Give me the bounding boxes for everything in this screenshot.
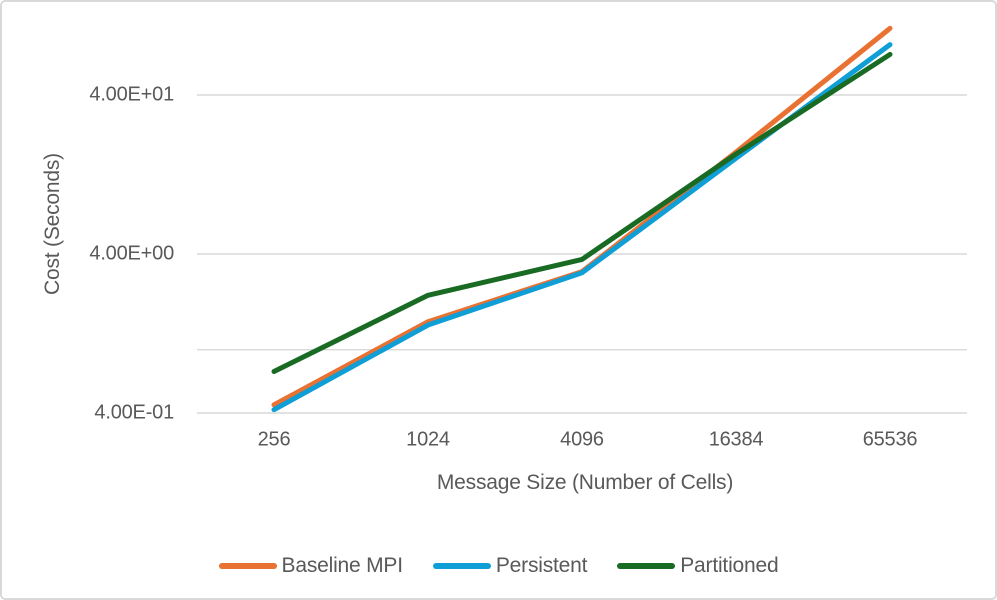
x-tick-label-4096: 4096 [560,428,604,451]
partitioned-line-icon [617,563,676,569]
y-tick-label-4e-01: 4.00E-01 [94,401,174,424]
baseline-mpi-line-icon [218,563,277,569]
series-line-partitioned [271,51,893,374]
legend-item-partitioned: Partitioned [617,554,779,578]
persistent-line-icon [432,563,491,569]
legend-label-baseline-mpi: Baseline MPI [281,554,404,577]
legend-item-baseline-mpi: Baseline MPI [218,554,404,578]
legend-item-persistent: Persistent [432,554,588,578]
y-tick-label-4e01: 4.00E+01 [89,83,174,106]
x-tick-label-65536: 65536 [862,428,918,451]
y-tick-label-4e00: 4.00E+00 [89,242,174,265]
x-tick-label-1024: 1024 [406,428,450,451]
x-tick-label-16384: 16384 [708,428,764,451]
series-line-baseline-mpi [271,25,893,408]
x-axis-title: Message Size (Number of Cells) [436,471,734,494]
legend-label-partitioned: Partitioned [680,554,779,577]
y-axis-title: Cost (Seconds) [41,153,64,295]
x-tick-label-256: 256 [257,428,291,451]
legend: Baseline MPI Persistent Partitioned [2,554,995,578]
legend-label-persistent: Persistent [495,554,588,577]
